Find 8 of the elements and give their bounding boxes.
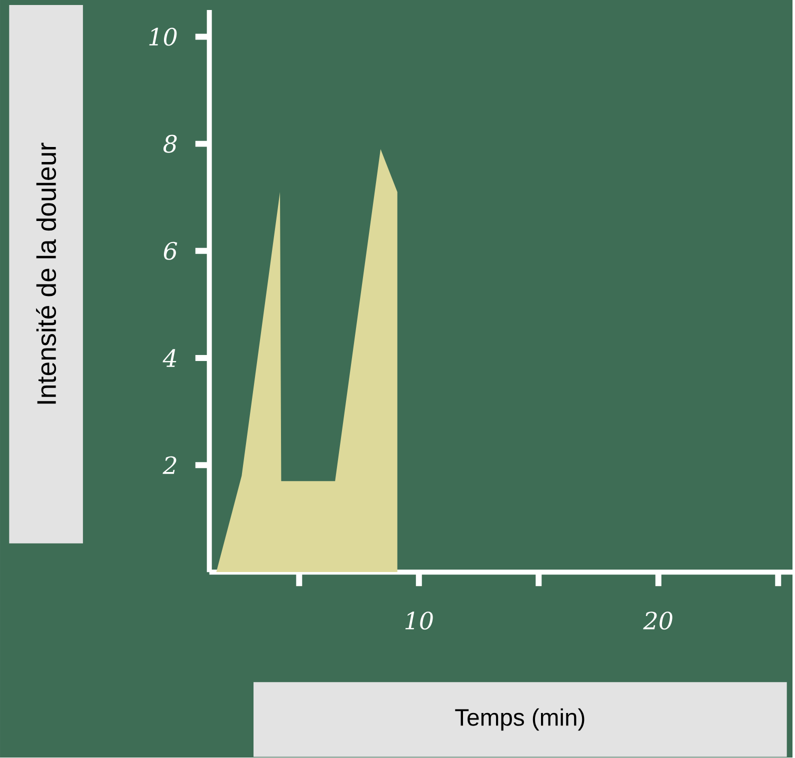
y-axis-title: Intensité de la douleur bbox=[36, 142, 56, 404]
y-tick-label: 6 bbox=[164, 242, 178, 260]
x-axis-title: Temps (min) bbox=[455, 708, 584, 731]
x-tick-label: 20 bbox=[643, 612, 672, 630]
y-tick-label: 10 bbox=[149, 28, 177, 46]
y-tick-label: 4 bbox=[162, 349, 176, 368]
y-tick-label: 2 bbox=[162, 456, 176, 474]
y-tick-label: 8 bbox=[163, 135, 177, 154]
